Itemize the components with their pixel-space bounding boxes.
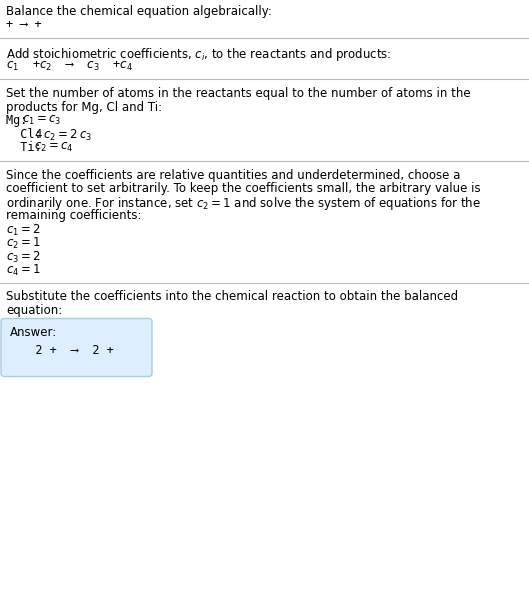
Text: Cl:: Cl: (6, 127, 49, 140)
Text: $c_1 = c_3$: $c_1 = c_3$ (23, 114, 62, 127)
Text: remaining coefficients:: remaining coefficients: (6, 209, 141, 222)
Text: ordinarily one. For instance, set $c_2 = 1$ and solve the system of equations fo: ordinarily one. For instance, set $c_2 =… (6, 195, 481, 212)
Text: coefficient to set arbitrarily. To keep the coefficients small, the arbitrary va: coefficient to set arbitrarily. To keep … (6, 182, 481, 195)
Text: $c_1$  +$c_2$  ⟶  $c_3$  +$c_4$: $c_1$ +$c_2$ ⟶ $c_3$ +$c_4$ (6, 60, 133, 72)
Text: products for Mg, Cl and Ti:: products for Mg, Cl and Ti: (6, 101, 162, 113)
Text: Mg:: Mg: (6, 114, 34, 127)
Text: 2 +  ⟶  2 +: 2 + ⟶ 2 + (14, 344, 114, 356)
Text: Ti:: Ti: (6, 141, 49, 154)
Text: $c_1 = 2$: $c_1 = 2$ (6, 223, 41, 238)
Text: $4\,c_2 = 2\,c_3$: $4\,c_2 = 2\,c_3$ (33, 127, 92, 142)
FancyBboxPatch shape (1, 318, 152, 376)
Text: Balance the chemical equation algebraically:: Balance the chemical equation algebraica… (6, 5, 272, 18)
Text: $c_3 = 2$: $c_3 = 2$ (6, 250, 41, 265)
Text: $c_2 = 1$: $c_2 = 1$ (6, 236, 41, 251)
Text: Set the number of atoms in the reactants equal to the number of atoms in the: Set the number of atoms in the reactants… (6, 87, 471, 100)
Text: Substitute the coefficients into the chemical reaction to obtain the balanced: Substitute the coefficients into the che… (6, 291, 458, 303)
Text: Since the coefficients are relative quantities and underdetermined, choose a: Since the coefficients are relative quan… (6, 168, 460, 182)
Text: + ⟶ +: + ⟶ + (6, 19, 42, 31)
Text: $c_4 = 1$: $c_4 = 1$ (6, 263, 41, 278)
Text: $c_2 = c_4$: $c_2 = c_4$ (33, 141, 73, 154)
Text: Add stoichiometric coefficients, $c_i$, to the reactants and products:: Add stoichiometric coefficients, $c_i$, … (6, 46, 391, 63)
Text: equation:: equation: (6, 304, 62, 317)
Text: Answer:: Answer: (10, 326, 57, 339)
